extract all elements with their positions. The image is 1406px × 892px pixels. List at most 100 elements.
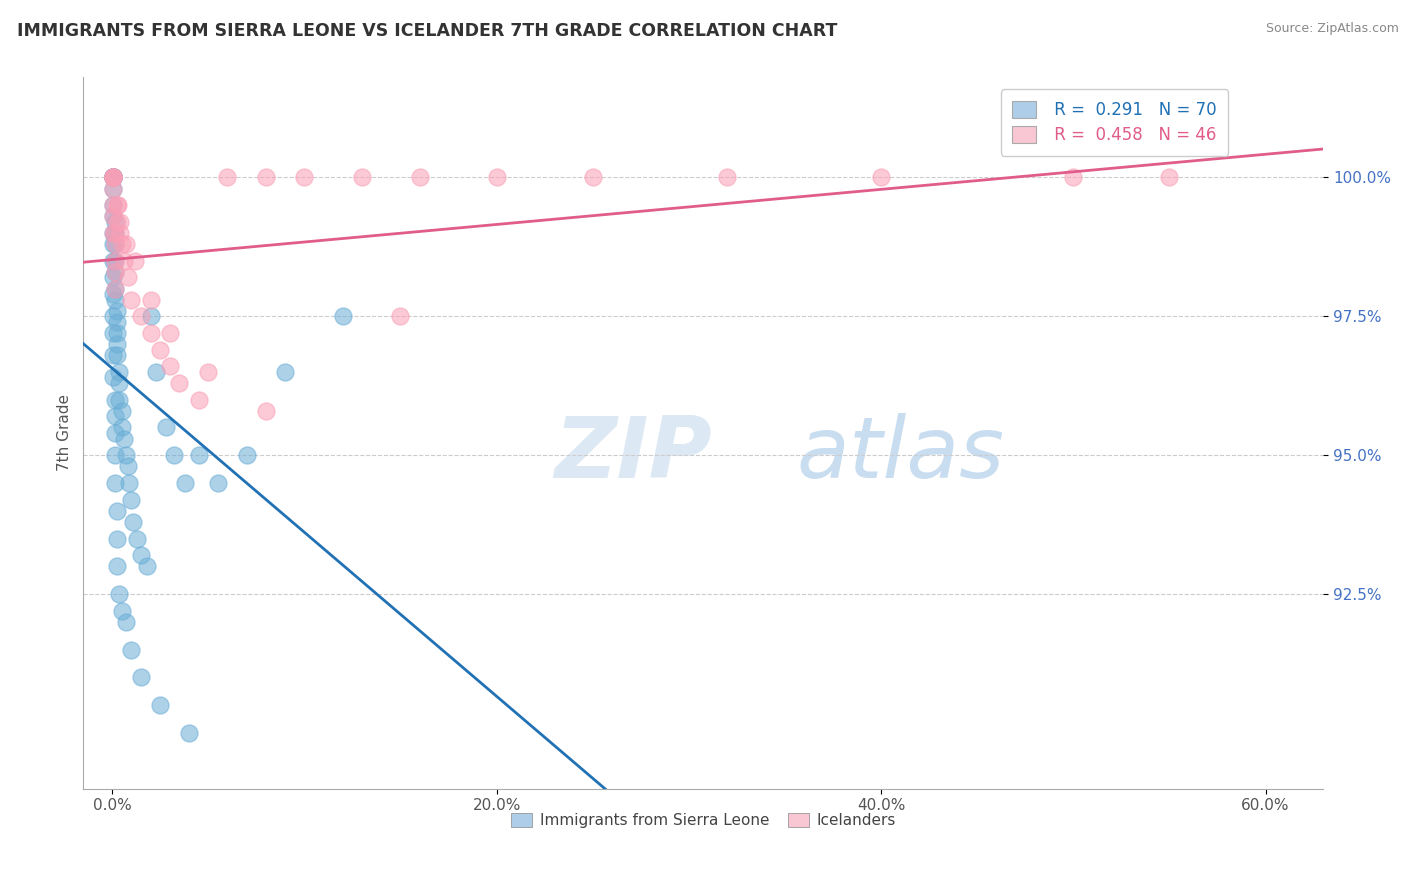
- Text: IMMIGRANTS FROM SIERRA LEONE VS ICELANDER 7TH GRADE CORRELATION CHART: IMMIGRANTS FROM SIERRA LEONE VS ICELANDE…: [17, 22, 837, 40]
- Point: [108, 226, 131, 240]
- Point: [120, 642, 142, 657]
- Point: [1159, 170, 1181, 185]
- Point: [217, 170, 239, 185]
- Point: [104, 425, 127, 440]
- Point: [177, 726, 200, 740]
- Point: [111, 420, 134, 434]
- Point: [254, 403, 277, 417]
- Point: [582, 170, 605, 185]
- Point: [389, 310, 412, 324]
- Point: [101, 226, 124, 240]
- Point: [104, 253, 127, 268]
- Point: [114, 615, 136, 629]
- Point: [120, 293, 142, 307]
- Point: [101, 170, 124, 185]
- Point: [274, 365, 297, 379]
- Point: [104, 448, 127, 462]
- Point: [108, 215, 131, 229]
- Point: [112, 432, 135, 446]
- Point: [104, 265, 127, 279]
- Point: [101, 348, 124, 362]
- Point: [104, 281, 127, 295]
- Point: [332, 310, 354, 324]
- Point: [104, 237, 127, 252]
- Point: [169, 376, 191, 390]
- Point: [104, 226, 127, 240]
- Point: [117, 270, 139, 285]
- Point: [108, 587, 131, 601]
- Point: [254, 170, 277, 185]
- Point: [135, 559, 157, 574]
- Point: [101, 198, 124, 212]
- Point: [101, 253, 124, 268]
- Point: [104, 409, 127, 424]
- Point: [197, 365, 219, 379]
- Legend: Immigrants from Sierra Leone, Icelanders: Immigrants from Sierra Leone, Icelanders: [505, 807, 903, 834]
- Point: [114, 448, 136, 462]
- Point: [111, 604, 134, 618]
- Point: [129, 548, 152, 562]
- Point: [105, 337, 128, 351]
- Point: [292, 170, 315, 185]
- Point: [118, 475, 141, 490]
- Point: [112, 253, 135, 268]
- Point: [108, 392, 131, 407]
- Point: [122, 515, 145, 529]
- Point: [159, 326, 181, 340]
- Point: [101, 210, 124, 224]
- Point: [105, 303, 128, 318]
- Point: [235, 448, 257, 462]
- Point: [104, 253, 127, 268]
- Point: [101, 310, 124, 324]
- Point: [105, 532, 128, 546]
- Point: [101, 210, 124, 224]
- Point: [101, 170, 124, 185]
- Point: [105, 504, 128, 518]
- Point: [101, 237, 124, 252]
- Point: [352, 170, 374, 185]
- Point: [145, 365, 167, 379]
- Point: [139, 293, 162, 307]
- Point: [149, 698, 172, 713]
- Point: [105, 215, 128, 229]
- Point: [101, 198, 124, 212]
- Point: [105, 198, 128, 212]
- Point: [187, 448, 209, 462]
- Point: [101, 270, 124, 285]
- Point: [139, 310, 162, 324]
- Point: [1062, 170, 1084, 185]
- Point: [117, 459, 139, 474]
- Point: [104, 293, 127, 307]
- Point: [174, 475, 197, 490]
- Point: [129, 310, 152, 324]
- Point: [120, 492, 142, 507]
- Point: [101, 181, 124, 195]
- Point: [107, 198, 129, 212]
- Point: [159, 359, 181, 374]
- Point: [108, 365, 131, 379]
- Point: [105, 559, 128, 574]
- Point: [101, 170, 124, 185]
- Point: [104, 237, 127, 252]
- Point: [105, 326, 128, 340]
- Point: [111, 237, 134, 252]
- Text: ZIP: ZIP: [554, 413, 711, 496]
- Text: atlas: atlas: [796, 413, 1004, 496]
- Point: [870, 170, 893, 185]
- Point: [101, 370, 124, 384]
- Point: [104, 281, 127, 295]
- Y-axis label: 7th Grade: 7th Grade: [58, 394, 72, 472]
- Point: [105, 348, 128, 362]
- Point: [101, 181, 124, 195]
- Point: [111, 403, 134, 417]
- Point: [101, 170, 124, 185]
- Point: [101, 170, 124, 185]
- Point: [101, 226, 124, 240]
- Point: [127, 532, 149, 546]
- Point: [124, 253, 146, 268]
- Point: [149, 343, 172, 357]
- Point: [105, 315, 128, 329]
- Point: [129, 670, 152, 684]
- Point: [163, 448, 186, 462]
- Point: [101, 326, 124, 340]
